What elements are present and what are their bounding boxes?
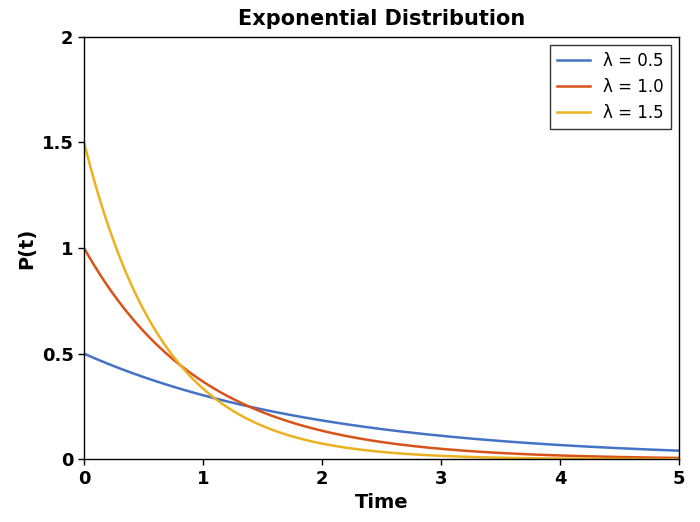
λ = 0.5 — [342, 421, 350, 428]
λ = 0.5 — [544, 441, 552, 447]
λ = 1.0 — [675, 455, 683, 461]
λ = 1.0 — [141, 329, 149, 336]
λ = 1.5 — [554, 455, 563, 461]
λ = 1.5 — [80, 139, 88, 146]
Line: λ = 1.5: λ = 1.5 — [84, 143, 679, 459]
λ = 0.5 — [80, 351, 88, 357]
λ = 1.0 — [342, 433, 350, 439]
Line: λ = 1.0: λ = 1.0 — [84, 248, 679, 458]
λ = 1.5 — [342, 445, 350, 451]
Line: λ = 0.5: λ = 0.5 — [84, 354, 679, 450]
λ = 1.0 — [321, 428, 329, 434]
X-axis label: Time: Time — [355, 493, 408, 512]
Legend: λ = 0.5, λ = 1.0, λ = 1.5: λ = 0.5, λ = 1.0, λ = 1.5 — [550, 45, 671, 129]
λ = 1.0 — [80, 245, 88, 251]
λ = 0.5 — [141, 374, 149, 381]
λ = 1.5 — [321, 441, 329, 447]
λ = 0.5 — [675, 447, 683, 454]
λ = 1.0 — [544, 452, 552, 458]
λ = 0.5 — [321, 418, 329, 424]
λ = 1.5 — [141, 309, 149, 315]
Y-axis label: P(t): P(t) — [18, 227, 36, 269]
λ = 1.5 — [675, 456, 683, 462]
λ = 1.0 — [489, 449, 497, 456]
Title: Exponential Distribution: Exponential Distribution — [238, 9, 525, 29]
λ = 1.5 — [489, 454, 497, 460]
λ = 0.5 — [554, 442, 563, 448]
λ = 1.0 — [554, 453, 563, 459]
λ = 1.5 — [544, 455, 552, 461]
λ = 0.5 — [489, 437, 497, 444]
